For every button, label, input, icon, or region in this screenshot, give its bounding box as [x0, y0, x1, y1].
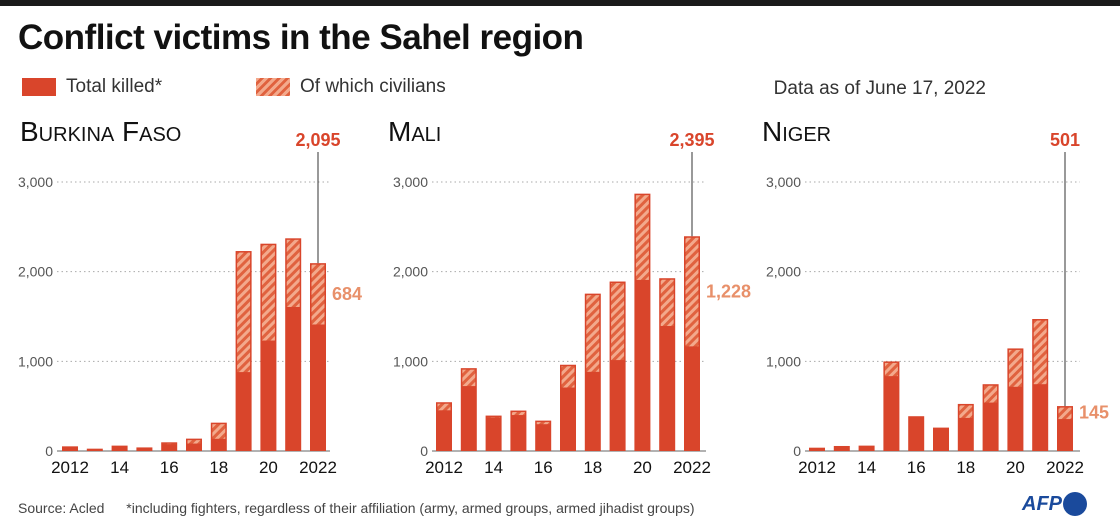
top-bar: [0, 0, 1120, 6]
bar-civilians-2022: [685, 237, 699, 347]
bar-total-2016: [908, 416, 925, 451]
bar-total-2016: [535, 420, 552, 451]
bar-civilians-2016: [536, 422, 550, 425]
bar-total-2013: [833, 445, 850, 451]
x-tick-label: 2012: [425, 458, 463, 477]
bar-civilians-2022: [311, 264, 325, 325]
x-tick-label: 16: [907, 458, 926, 477]
annotation-total: 2,395: [669, 130, 714, 150]
footer: Source: Acled *including fighters, regar…: [18, 500, 713, 516]
footnote: *including fighters, regardless of their…: [126, 500, 695, 516]
y-tick-label: 2,000: [18, 264, 53, 280]
y-tick-label: 1,000: [393, 353, 428, 369]
bar-civilians-2013: [462, 369, 476, 387]
bar-civilians-2019: [237, 252, 251, 373]
bar-civilians-2019: [611, 283, 625, 361]
annotation-total: 2,095: [295, 130, 340, 150]
panel-title-burkina-faso: Burkina Faso: [20, 116, 182, 147]
legend-label-total: Total killed*: [66, 76, 163, 97]
y-tick-label: 0: [420, 443, 428, 459]
x-tick-label: 20: [259, 458, 278, 477]
x-tick-label: 14: [484, 458, 503, 477]
x-tick-label: 18: [583, 458, 602, 477]
legend-swatch-total: [22, 78, 56, 96]
bar-civilians-2017: [187, 440, 201, 444]
bar-civilians-2018: [586, 295, 600, 372]
y-tick-label: 3,000: [766, 174, 801, 190]
x-tick-label: 18: [209, 458, 228, 477]
x-tick-label: 14: [110, 458, 129, 477]
bar-civilians-2020: [1008, 349, 1022, 387]
bar-civilians-2019: [984, 385, 998, 403]
afp-logo-dot: [1063, 492, 1087, 516]
bar-civilians-2012: [437, 403, 451, 411]
afp-logo-text: AFP: [1022, 492, 1062, 515]
x-tick-label: 2022: [299, 458, 337, 477]
bar-total-2014: [858, 445, 875, 451]
bar-civilians-2017: [561, 366, 575, 388]
annotation-civilians: 684: [332, 284, 362, 304]
y-tick-label: 0: [45, 443, 53, 459]
x-tick-label: 16: [160, 458, 179, 477]
x-tick-label: 18: [956, 458, 975, 477]
x-tick-label: 14: [857, 458, 876, 477]
x-tick-label: 2012: [51, 458, 89, 477]
x-tick-label: 16: [534, 458, 553, 477]
source-note: Source: Acled: [18, 500, 105, 516]
bar-total-2013: [86, 448, 103, 451]
bar-civilians-2021: [1033, 320, 1047, 385]
annotation-civilians: 1,228: [706, 281, 751, 301]
bar-total-2013: [460, 368, 477, 451]
legend-label-civilians: Of which civilians: [300, 76, 446, 97]
y-tick-label: 2,000: [766, 264, 801, 280]
data-date: Data as of June 17, 2022: [773, 78, 986, 99]
bar-civilians-2018: [959, 405, 973, 418]
y-tick-label: 2,000: [393, 264, 428, 280]
panel-title-mali: Mali: [388, 116, 442, 147]
bar-total-2015: [136, 447, 153, 451]
legend-total: Total killed*: [22, 76, 162, 98]
bar-total-2012: [809, 447, 825, 451]
x-tick-label: 20: [633, 458, 652, 477]
bar-total-2014: [111, 445, 128, 451]
y-tick-label: 0: [793, 443, 801, 459]
bar-civilians-2022: [1058, 407, 1072, 420]
bar-total-2016: [161, 442, 178, 451]
legend-civilians: Of which civilians: [256, 76, 446, 98]
bar-civilians-2021: [286, 239, 300, 307]
bar-total-2015: [510, 410, 527, 451]
bar-civilians-2020: [635, 195, 649, 280]
x-tick-label: 20: [1006, 458, 1025, 477]
y-tick-label: 1,000: [766, 353, 801, 369]
bar-civilians-2015: [511, 412, 525, 416]
panel-title-niger: Niger: [762, 116, 832, 147]
annotation-total: 501: [1050, 130, 1080, 150]
y-tick-label: 3,000: [18, 174, 53, 190]
bar-total-2012: [62, 446, 78, 451]
annotation-civilians: 145: [1079, 403, 1109, 423]
bar-total-2012: [436, 402, 452, 451]
bar-total-2014: [485, 415, 502, 451]
bar-civilians-2018: [212, 424, 226, 439]
y-tick-label: 1,000: [18, 353, 53, 369]
bar-civilians-2020: [261, 245, 275, 341]
x-tick-label: 2012: [798, 458, 836, 477]
y-tick-label: 3,000: [393, 174, 428, 190]
chart-title: Conflict victims in the Sahel region: [18, 18, 584, 57]
bar-civilians-2021: [660, 279, 674, 327]
afp-logo: AFP: [1022, 492, 1087, 516]
x-tick-label: 2022: [1046, 458, 1084, 477]
x-tick-label: 2022: [673, 458, 711, 477]
bar-civilians-2015: [884, 362, 898, 377]
legend-swatch-civilians: [256, 78, 290, 96]
bar-total-2015: [883, 361, 900, 451]
bar-total-2017: [933, 427, 949, 451]
